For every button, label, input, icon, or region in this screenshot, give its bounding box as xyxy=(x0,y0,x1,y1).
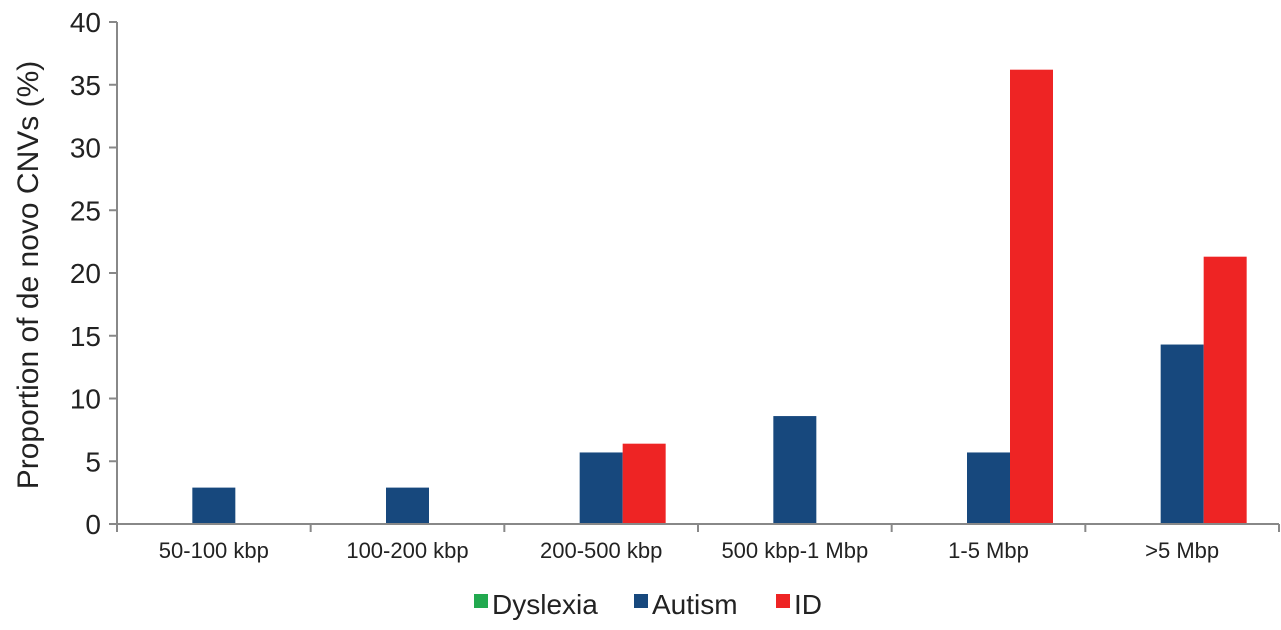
bar-autism-1 xyxy=(386,487,429,524)
legend-swatch-dyslexia xyxy=(474,594,488,608)
bar-autism-2 xyxy=(579,452,623,524)
y-tick-label: 5 xyxy=(85,446,101,477)
y-axis: 0 5 10 15 20 25 30 35 40 xyxy=(70,7,118,540)
x-tick-label: 1-5 Mbp xyxy=(948,538,1029,563)
y-tick-label: 15 xyxy=(70,321,101,352)
bar-id-4 xyxy=(1010,69,1053,524)
y-tick-label: 20 xyxy=(70,258,101,289)
bar-autism-3 xyxy=(773,416,817,524)
legend-swatch-autism xyxy=(634,594,648,608)
legend-swatch-id xyxy=(776,594,790,608)
y-tick-label: 0 xyxy=(85,509,101,540)
legend-label-dyslexia: Dyslexia xyxy=(492,589,598,620)
legend: Dyslexia Autism ID xyxy=(474,589,822,620)
x-axis: 50-100 kbp 100-200 kbp 200-500 kbp 500 kbp-… xyxy=(116,523,1280,563)
bar-id-2 xyxy=(622,443,666,524)
y-tick-label: 10 xyxy=(70,384,101,415)
x-tick-label: >5 Mbp xyxy=(1145,538,1219,563)
legend-label-autism: Autism xyxy=(652,589,738,620)
bars xyxy=(192,69,1247,524)
x-tick-label: 100-200 kbp xyxy=(346,538,468,563)
x-tick-label: 500 kbp-1 Mbp xyxy=(721,538,868,563)
y-tick-label: 30 xyxy=(70,133,101,164)
y-tick-label: 40 xyxy=(70,7,101,38)
bar-id-5 xyxy=(1203,256,1247,524)
x-tick-label: 200-500 kbp xyxy=(540,538,662,563)
y-tick-label: 35 xyxy=(70,70,101,101)
x-tick-label: 50-100 kbp xyxy=(159,538,269,563)
bar-autism-0 xyxy=(192,487,236,524)
y-tick-label: 25 xyxy=(70,195,101,226)
legend-label-id: ID xyxy=(794,589,822,620)
bar-autism-4 xyxy=(967,452,1010,524)
y-axis-label: Proportion of de novo CNVs (%) xyxy=(12,61,45,490)
bar-autism-5 xyxy=(1160,344,1204,524)
